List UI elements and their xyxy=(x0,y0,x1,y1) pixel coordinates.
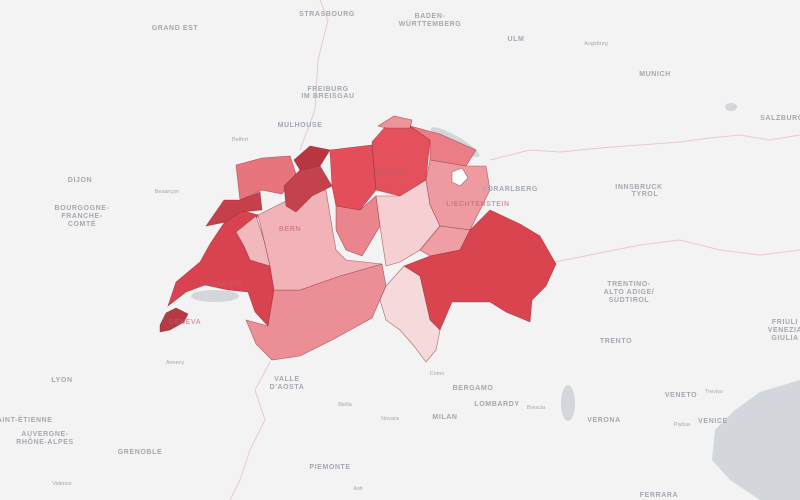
place-label: Brescia xyxy=(527,405,546,411)
place-label: Novara xyxy=(381,416,400,422)
place-label: IM BREISGAU xyxy=(301,93,354,100)
place-label: LYON xyxy=(51,377,72,384)
region-lucerne[interactable] xyxy=(335,195,381,257)
place-label: VERONA xyxy=(587,417,621,424)
place-label: DIJON xyxy=(68,177,92,184)
region-ticino[interactable] xyxy=(379,265,441,363)
place-label: Augsburg xyxy=(584,41,608,47)
place-label: Asti xyxy=(353,486,362,492)
region-geneva[interactable] xyxy=(159,307,189,333)
place-label: MULHOUSE xyxy=(278,122,323,129)
lake-geneva xyxy=(191,290,239,302)
place-label: SÜDTIROL xyxy=(609,295,650,304)
place-label: FRIULI xyxy=(772,319,798,326)
place-label: ALTO ADIGE/ xyxy=(604,289,655,296)
place-label: D'AOSTA xyxy=(270,384,305,391)
place-label: Padua xyxy=(674,422,691,428)
place-label: VALLE xyxy=(274,376,299,383)
lake-garda xyxy=(561,385,575,421)
region-neuchatel[interactable] xyxy=(205,191,263,227)
place-label: GRAND EST xyxy=(152,25,199,32)
border-line xyxy=(229,361,271,500)
place-labels: STRASBOURG GRAND EST BADEN-WÜRTTEMBERG ULM A… xyxy=(0,11,800,499)
border-line xyxy=(489,134,800,161)
place-label: MUNICH xyxy=(639,71,671,78)
place-label: SAINT-ÉTIENNE xyxy=(0,415,53,424)
place-label: SALZBURG xyxy=(760,115,800,122)
place-label: BADEN- xyxy=(415,13,446,20)
place-label: Belfort xyxy=(232,137,248,143)
place-label: GENEVA xyxy=(169,319,202,326)
place-label: AUVERGNE- xyxy=(21,431,68,438)
place-label: LIECHTENSTEIN xyxy=(446,201,509,208)
border-line xyxy=(539,239,800,266)
place-label: VENEZIA xyxy=(768,327,800,334)
place-label: COMTÉ xyxy=(68,219,96,228)
place-label: FERRARA xyxy=(640,492,678,499)
place-label: BERN xyxy=(279,226,301,233)
place-label: VENICE xyxy=(698,418,728,425)
place-label: TRENTINO- xyxy=(607,281,651,288)
place-label: INNSBRUCK xyxy=(615,184,662,191)
country-borders xyxy=(229,0,800,500)
place-label: Biella xyxy=(338,402,352,408)
place-label: Besançon xyxy=(155,189,179,195)
place-label: STRASBOURG xyxy=(299,11,355,18)
place-label: VORARLBERG xyxy=(482,186,538,193)
place-label: ZURICH xyxy=(375,170,405,177)
border-line xyxy=(299,0,329,151)
place-label: RHÔNE-ALPES xyxy=(16,437,74,446)
place-label: TYROL xyxy=(632,191,659,198)
place-label: Valence xyxy=(52,481,71,487)
place-label: PIEMONTE xyxy=(309,464,350,471)
place-label: WÜRTTEMBERG xyxy=(399,19,462,28)
place-label: LAUSANNE xyxy=(200,281,244,288)
place-label: GRENOBLE xyxy=(118,449,162,456)
region-schaffhausen[interactable] xyxy=(377,115,413,129)
place-label: Treviso xyxy=(705,389,723,395)
canton-regions xyxy=(159,115,557,363)
place-label: Annecy xyxy=(166,360,185,366)
place-label: MILAN xyxy=(432,414,457,421)
place-label: Como xyxy=(430,371,445,377)
place-label: VENETO xyxy=(665,392,697,399)
place-label: TRENTO xyxy=(600,338,632,345)
place-label: BERGAMO xyxy=(453,385,494,392)
region-basel[interactable] xyxy=(293,145,331,171)
adriatic-sea xyxy=(712,380,800,500)
lake-chiemsee xyxy=(725,103,737,111)
place-label: FRANCHE- xyxy=(61,213,102,220)
place-label: LOMBARDY xyxy=(474,401,519,408)
place-label: GIULIA xyxy=(771,335,798,342)
place-label: BOURGOGNE- xyxy=(55,205,110,212)
place-label: ULM xyxy=(508,36,525,43)
region-appenzell[interactable] xyxy=(451,167,469,187)
place-label: FREIBURG xyxy=(307,86,348,93)
